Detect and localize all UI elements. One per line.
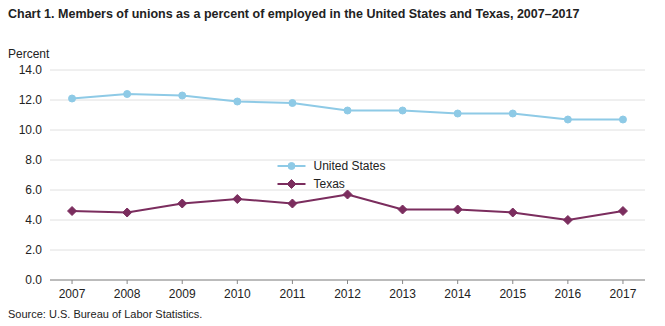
series-marker <box>69 95 76 102</box>
series-marker <box>68 207 77 216</box>
x-tick-label: 2016 <box>555 287 582 301</box>
series-marker <box>123 208 132 217</box>
x-tick-label: 2009 <box>169 287 196 301</box>
x-tick <box>512 280 513 284</box>
grid-line <box>50 130 645 131</box>
legend: United States Texas <box>278 159 386 191</box>
x-tick-label: 2007 <box>59 287 86 301</box>
y-axis-label: Percent <box>8 47 50 61</box>
y-grid <box>50 70 645 280</box>
legend-marker <box>287 180 296 189</box>
x-tick-label: 2013 <box>389 287 416 301</box>
series-group <box>68 91 628 225</box>
series-marker <box>344 107 351 114</box>
series-marker <box>618 207 627 216</box>
grid-line <box>50 220 645 221</box>
y-tick-label: 0.0 <box>25 273 42 287</box>
y-tick-label: 12.0 <box>19 93 43 107</box>
series-marker <box>178 199 187 208</box>
series-marker <box>508 208 517 217</box>
series-marker <box>563 216 572 225</box>
legend-label: Texas <box>314 177 345 191</box>
x-tick <box>72 280 73 284</box>
y-tick-label: 14.0 <box>19 63 43 77</box>
grid-line <box>50 70 645 71</box>
legend-label: United States <box>314 159 386 173</box>
grid-line <box>50 250 645 251</box>
series-line <box>72 94 623 120</box>
series-marker <box>564 116 571 123</box>
y-tick-label: 10.0 <box>19 123 43 137</box>
series-marker <box>619 116 626 123</box>
y-tick-label: 4.0 <box>25 213 42 227</box>
series-marker <box>399 107 406 114</box>
series-marker <box>509 110 516 117</box>
x-tick <box>237 280 238 284</box>
chart: Chart 1. Members of unions as a percent … <box>0 0 665 326</box>
series-marker <box>398 205 407 214</box>
series-marker <box>454 110 461 117</box>
x-tick-label: 2011 <box>280 287 306 301</box>
y-tick-label: 2.0 <box>25 243 42 257</box>
x-tick <box>292 280 293 284</box>
legend-marker <box>288 163 295 170</box>
y-tick-label: 8.0 <box>25 153 42 167</box>
grid-line <box>50 100 645 101</box>
x-tick <box>182 280 183 284</box>
series-marker <box>453 205 462 214</box>
series-marker <box>124 91 131 98</box>
annotation: Source: U.S. Bureau of Labor Statistics. <box>8 308 202 320</box>
x-tick <box>402 280 403 284</box>
series-marker <box>233 195 242 204</box>
x-tick <box>622 280 623 284</box>
title: Chart 1. Members of unions as a percent … <box>8 7 580 21</box>
x-tick-label: 2010 <box>224 287 251 301</box>
series-marker <box>343 190 352 199</box>
x-tick-label: 2014 <box>444 287 471 301</box>
x-tick-label: 2008 <box>114 287 141 301</box>
series-marker <box>234 98 241 105</box>
x-tick-label: 2017 <box>610 287 637 301</box>
y-tick-label: 6.0 <box>25 183 42 197</box>
series-marker <box>179 92 186 99</box>
series-marker <box>289 100 296 107</box>
x-tick <box>347 280 348 284</box>
x-tick-label: 2012 <box>334 287 361 301</box>
x-tick <box>567 280 568 284</box>
series-marker <box>288 199 297 208</box>
x-tick-label: 2015 <box>499 287 526 301</box>
x-tick <box>457 280 458 284</box>
x-tick <box>127 280 128 284</box>
